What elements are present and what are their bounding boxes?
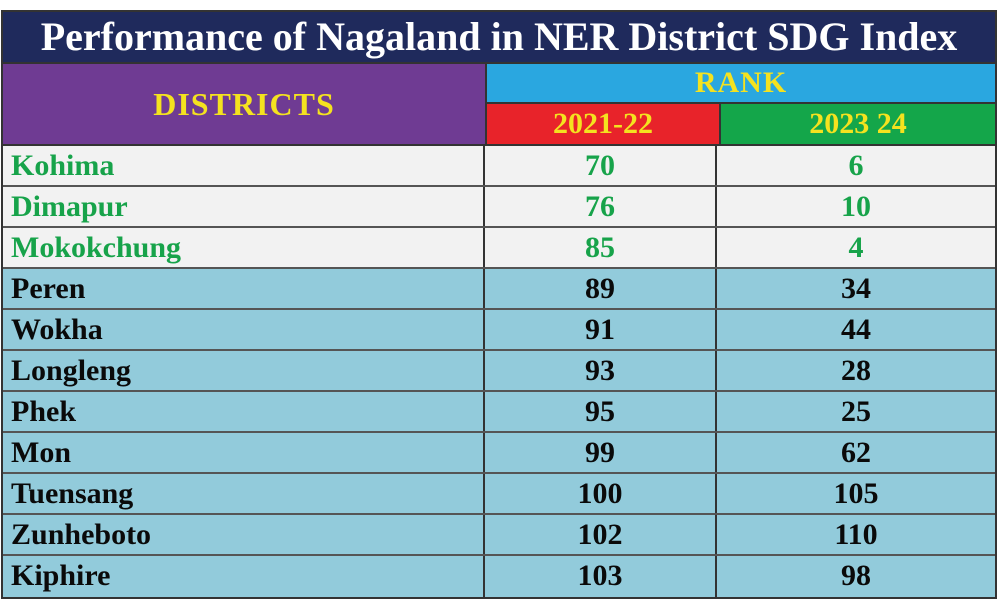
table-row: Tuensang 100 105 <box>3 474 995 515</box>
rank-2021-22-cell: 89 <box>485 269 717 308</box>
table-row: Longleng 93 28 <box>3 351 995 392</box>
rank-header: RANK <box>487 64 995 104</box>
table-row: Mokokchung 85 4 <box>3 228 995 269</box>
district-cell: Mon <box>3 433 485 472</box>
rank-2023-24-cell: 6 <box>848 149 864 182</box>
table-header: DISTRICTS RANK 2021-22 2023 24 <box>3 64 995 146</box>
table-row: Dimapur 76 10 <box>3 187 995 228</box>
district-cell: Tuensang <box>3 474 485 513</box>
rank-2023-24-cell: 34 <box>841 272 871 305</box>
rank-2023-24-cell: 44 <box>841 313 871 346</box>
rank-2023-24-cell: 28 <box>841 354 871 387</box>
district-cell: Dimapur <box>3 187 485 226</box>
rank-2023-24-cell: 98 <box>841 559 871 592</box>
year-2021-22-header: 2021-22 <box>487 104 721 144</box>
table-row: Mon 99 62 <box>3 433 995 474</box>
year-headers: 2021-22 2023 24 <box>487 104 995 144</box>
district-cell: Kiphire <box>3 556 485 597</box>
rank-2023-24-cell: 110 <box>834 518 878 551</box>
rank-2021-22-cell: 85 <box>485 228 717 267</box>
sdg-rank-table: Performance of Nagaland in NER District … <box>1 10 997 599</box>
rank-2023-24-cell: 62 <box>841 436 871 469</box>
district-cell: Phek <box>3 392 485 431</box>
rank-2021-22-cell: 91 <box>485 310 717 349</box>
district-cell: Wokha <box>3 310 485 349</box>
rank-2021-22-cell: 93 <box>485 351 717 390</box>
district-cell: Zunheboto <box>3 515 485 554</box>
district-cell: Kohima <box>3 146 485 185</box>
district-cell: Peren <box>3 269 485 308</box>
rank-2023-24-cell: 10 <box>841 190 871 223</box>
rank-2021-22-cell: 70 <box>485 146 717 185</box>
rank-2021-22-cell: 100 <box>485 474 717 513</box>
table-title: Performance of Nagaland in NER District … <box>3 12 995 64</box>
rank-2021-22-cell: 99 <box>485 433 717 472</box>
rank-2023-24-cell: 4 <box>848 231 864 264</box>
year-2023-24-header: 2023 24 <box>721 104 995 144</box>
rank-2023-24-cell: 25 <box>841 395 871 428</box>
rank-2021-22-cell: 76 <box>485 187 717 226</box>
table-row: Wokha 91 44 <box>3 310 995 351</box>
table-body: Kohima 70 6 Dimapur 76 10 Mokokchung 85 4 Peren 89… <box>3 146 995 597</box>
rank-2023-24-cell: 105 <box>833 477 879 510</box>
rank-2021-22-cell: 103 <box>485 556 717 597</box>
table-row: Peren 89 34 <box>3 269 995 310</box>
table-row: Kiphire 103 98 <box>3 556 995 597</box>
table-row: Zunheboto 102 110 <box>3 515 995 556</box>
table-row: Kohima 70 6 <box>3 146 995 187</box>
district-cell: Mokokchung <box>3 228 485 267</box>
districts-header: DISTRICTS <box>3 64 487 144</box>
rank-2021-22-cell: 102 <box>485 515 717 554</box>
district-cell: Longleng <box>3 351 485 390</box>
rank-header-group: RANK 2021-22 2023 24 <box>487 64 995 144</box>
table-row: Phek 95 25 <box>3 392 995 433</box>
rank-2021-22-cell: 95 <box>485 392 717 431</box>
